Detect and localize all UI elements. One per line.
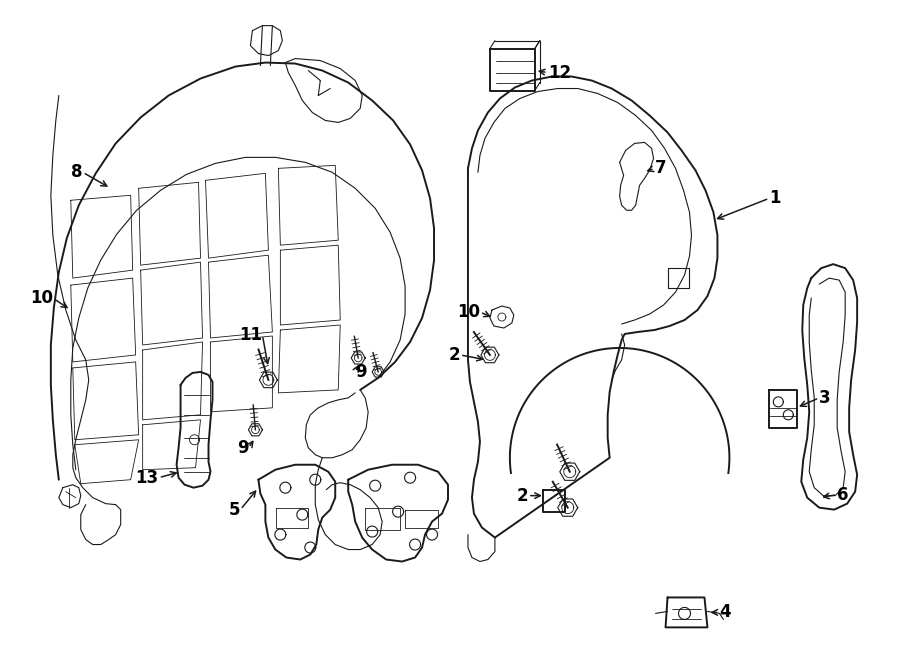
Text: 8: 8: [71, 164, 83, 181]
Text: 7: 7: [654, 160, 666, 177]
Text: 5: 5: [229, 500, 240, 518]
Text: 13: 13: [136, 469, 158, 487]
Text: 3: 3: [819, 389, 831, 407]
Text: 2: 2: [448, 346, 460, 364]
Text: 1: 1: [770, 189, 781, 207]
Text: 6: 6: [837, 486, 849, 504]
Text: 4: 4: [719, 603, 731, 622]
Text: 10: 10: [457, 303, 480, 321]
Text: 9: 9: [237, 439, 248, 457]
Text: 9: 9: [356, 363, 367, 381]
Text: 12: 12: [548, 64, 571, 81]
Text: 11: 11: [239, 326, 263, 344]
Text: 10: 10: [30, 289, 53, 307]
Text: 2: 2: [517, 487, 527, 504]
